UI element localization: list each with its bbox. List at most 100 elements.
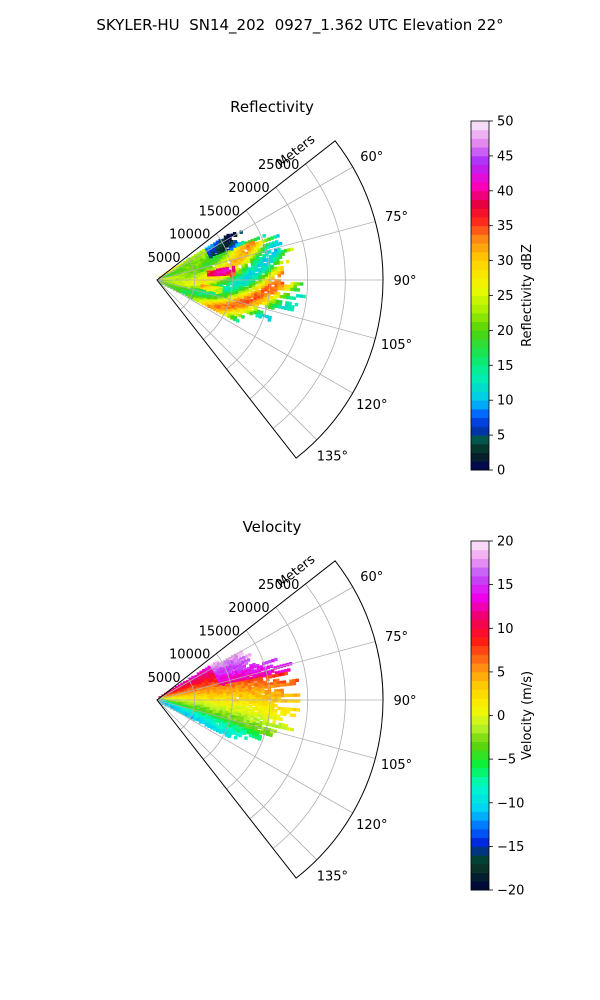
radar-gate bbox=[238, 724, 242, 728]
radar-gate bbox=[250, 715, 254, 719]
radar-gate bbox=[247, 306, 252, 311]
radar-gate bbox=[251, 241, 255, 245]
radar-gate bbox=[259, 243, 263, 247]
radar-gate bbox=[287, 248, 291, 252]
colorbar-segment bbox=[471, 785, 489, 795]
radar-gate bbox=[210, 696, 214, 700]
radar-gate bbox=[261, 699, 266, 703]
radar-gate bbox=[248, 284, 253, 289]
radar-gate bbox=[251, 725, 255, 730]
range-ring bbox=[272, 163, 346, 429]
radar-gate bbox=[240, 652, 244, 656]
radar-gate bbox=[240, 728, 244, 732]
azimuth-gridline bbox=[156, 221, 376, 281]
colorbar-segment bbox=[471, 645, 489, 655]
colorbar-tick-label: −10 bbox=[497, 796, 524, 811]
colorbar-segment bbox=[471, 671, 489, 682]
panel-title: Reflectivity bbox=[230, 98, 314, 116]
radar-gate bbox=[253, 715, 258, 720]
radar-gate bbox=[254, 268, 259, 272]
radial-tick-label: 25000 bbox=[258, 578, 299, 593]
radar-gate bbox=[283, 712, 287, 717]
radar-gate bbox=[245, 702, 249, 707]
radar-gate bbox=[253, 730, 257, 735]
radar-gate bbox=[241, 293, 245, 297]
radar-gate bbox=[271, 696, 275, 701]
radar-gate bbox=[248, 699, 253, 703]
radar-gate bbox=[244, 715, 248, 720]
radar-gate bbox=[268, 675, 273, 679]
radar-gate bbox=[241, 726, 245, 731]
azimuth-gridline bbox=[156, 166, 353, 281]
radar-gate bbox=[216, 720, 220, 724]
colorbar-segment bbox=[471, 216, 489, 227]
radar-gate bbox=[264, 265, 268, 269]
radar-gate bbox=[271, 669, 275, 673]
radar-gate bbox=[240, 717, 244, 721]
colorbar-segment bbox=[471, 295, 489, 305]
radar-gate bbox=[242, 689, 246, 694]
radar-gate bbox=[250, 309, 254, 314]
radar-gate bbox=[256, 236, 260, 240]
radar-gate bbox=[254, 707, 259, 711]
radar-gate bbox=[229, 269, 233, 273]
radar-gate bbox=[247, 294, 251, 298]
radar-gate bbox=[211, 261, 215, 266]
radar-gate bbox=[266, 730, 271, 734]
radar-gate bbox=[273, 666, 277, 670]
radar-gate bbox=[251, 670, 255, 674]
radar-gate bbox=[262, 234, 266, 238]
radar-gate bbox=[300, 282, 304, 286]
radar-gate bbox=[245, 286, 249, 290]
radar-gate bbox=[241, 315, 245, 319]
radar-gate bbox=[270, 711, 274, 715]
radar-gate bbox=[256, 311, 260, 316]
radar-gate bbox=[273, 291, 278, 295]
radar-gate bbox=[271, 691, 275, 696]
radar-gate bbox=[273, 716, 277, 720]
radar-gate bbox=[225, 244, 229, 248]
radar-gate bbox=[233, 666, 237, 670]
radar-gate bbox=[239, 673, 243, 678]
radar-gate bbox=[260, 714, 264, 718]
radar-gate bbox=[252, 674, 256, 678]
radar-gate bbox=[263, 297, 267, 301]
range-ring bbox=[203, 233, 233, 340]
radar-gate bbox=[240, 667, 244, 671]
radar-gate bbox=[256, 731, 260, 736]
radar-gate bbox=[190, 296, 194, 300]
radar-gate bbox=[198, 300, 203, 304]
radar-gate bbox=[244, 685, 249, 690]
radar-gate bbox=[246, 667, 251, 671]
angle-tick-label: 60° bbox=[360, 150, 383, 165]
radar-gate bbox=[290, 693, 294, 697]
radar-gate bbox=[277, 284, 281, 288]
radar-gate bbox=[290, 699, 294, 703]
colorbar-segment bbox=[471, 628, 489, 638]
radar-gate bbox=[242, 708, 246, 712]
radar-gate bbox=[229, 274, 233, 278]
radar-gate bbox=[266, 732, 270, 736]
radar-gate bbox=[250, 248, 254, 252]
radar-gate bbox=[251, 688, 255, 693]
radar-gate bbox=[276, 678, 280, 683]
radar-gate bbox=[288, 301, 292, 306]
colorbar-segment bbox=[471, 759, 489, 769]
radar-gate bbox=[240, 247, 244, 251]
radar-gate bbox=[222, 730, 226, 734]
radar-gate bbox=[239, 277, 243, 281]
radar-gate bbox=[239, 693, 243, 697]
range-ring bbox=[226, 210, 271, 370]
radar-gate bbox=[241, 240, 245, 245]
radar-gate bbox=[193, 717, 197, 721]
radar-gate bbox=[235, 243, 239, 247]
radar-gate bbox=[259, 312, 263, 317]
radar-gate bbox=[289, 713, 294, 717]
colorbar-segment bbox=[471, 828, 489, 839]
radar-gate bbox=[242, 280, 246, 285]
radar-gate bbox=[184, 713, 188, 717]
radar-gate bbox=[221, 683, 225, 687]
radial-tick-label: 15000 bbox=[199, 204, 240, 219]
radial-tick-label: 20000 bbox=[228, 181, 269, 196]
radar-gate bbox=[201, 712, 206, 717]
